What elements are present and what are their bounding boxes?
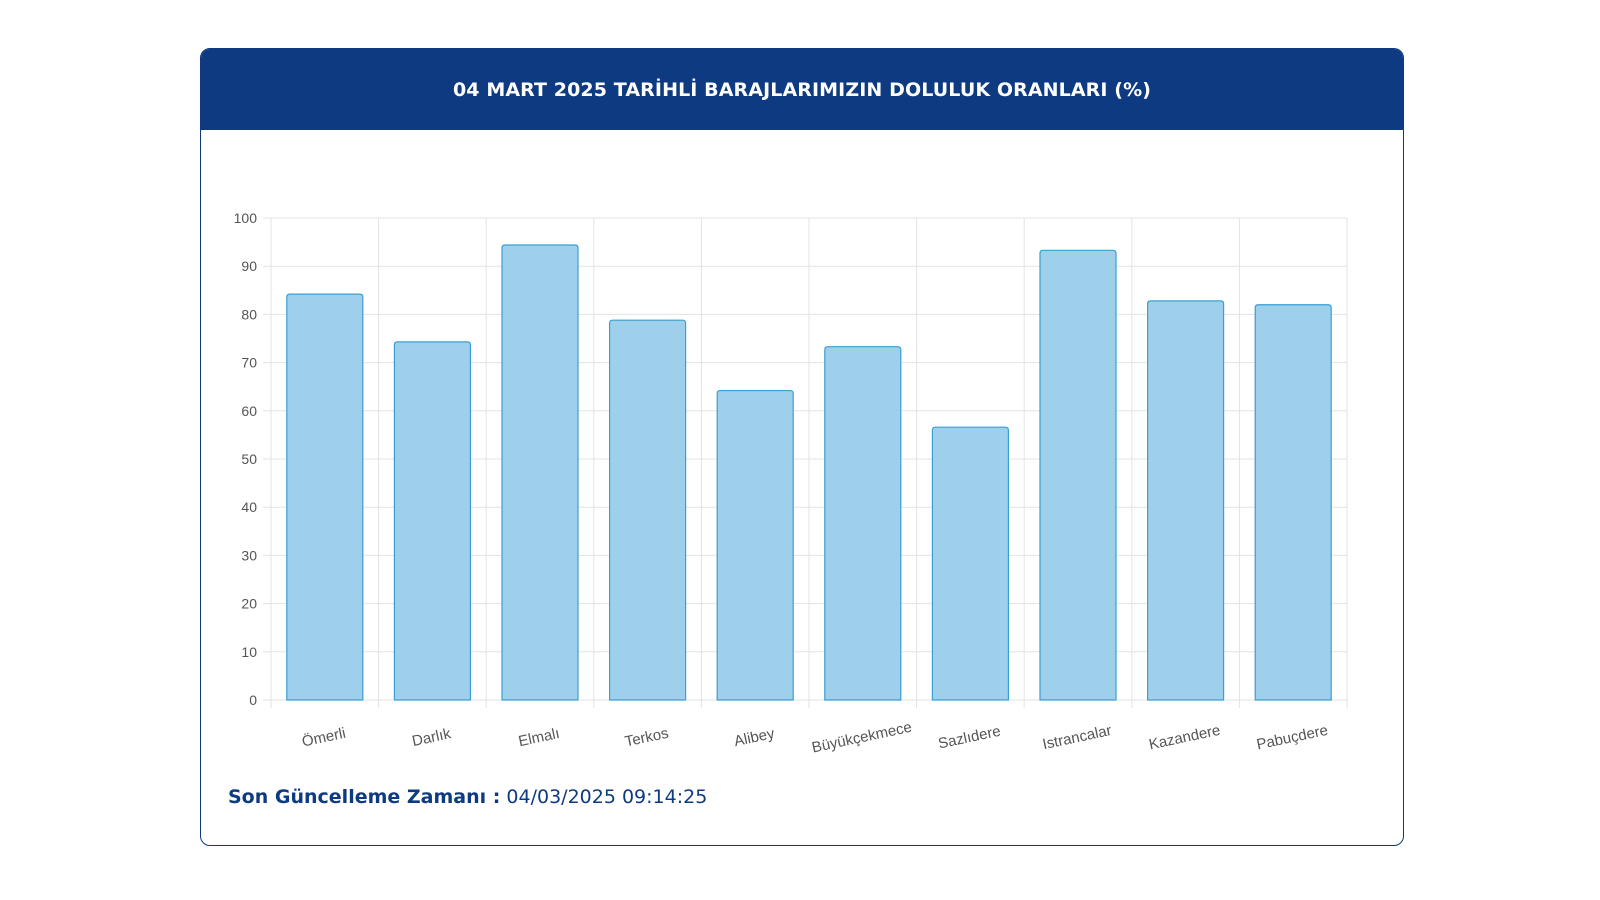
x-tick-label: Istrancalar (1041, 722, 1113, 753)
x-tick-label: Büyükçekmece (810, 719, 913, 757)
bar-chart: 0 10 20 30 40 50 60 70 80 90 100 Ömerli Darlık Elmalı… (234, 210, 1348, 757)
x-tick-label: Darlık (411, 725, 453, 750)
bar-sazlıdere (931, 426, 1009, 701)
bar-istrancalar (1039, 249, 1117, 701)
y-tick-label: 60 (241, 403, 257, 419)
y-tick-label: 30 (241, 547, 257, 563)
last-update-value: 04/03/2025 09:14:25 (506, 786, 708, 808)
x-tick-label: Ömerli (300, 724, 347, 751)
bar-ömerli (286, 293, 364, 701)
bar-darlık (393, 341, 471, 701)
y-tick-label: 50 (241, 451, 257, 467)
bar-kazandere (1147, 300, 1225, 701)
y-tick-label: 100 (234, 210, 258, 226)
x-tick-label: Sazlıdere (937, 723, 1003, 753)
x-tick-label: Alibey (733, 725, 777, 750)
x-tick-label: Elmalı (517, 725, 561, 750)
x-tick-label: Terkos (623, 725, 670, 751)
bar-alibey (716, 389, 794, 701)
bar-elmalı (501, 244, 579, 701)
bar-terkos (609, 319, 687, 701)
y-tick-label: 40 (241, 499, 257, 515)
x-tick-label: Kazandere (1147, 722, 1222, 754)
chart-title: 04 MART 2025 TARİHLİ BARAJLARIMIZIN DOLU… (201, 49, 1403, 130)
chart-area: 0 10 20 30 40 50 60 70 80 90 100 Ömerli Darlık Elmalı… (201, 130, 1403, 770)
y-tick-label: 90 (241, 258, 257, 274)
y-tick-label: 80 (241, 306, 257, 322)
y-tick-label: 20 (241, 596, 257, 612)
y-tick-label: 0 (249, 692, 257, 708)
last-update-label: Son Güncelleme Zamanı : (228, 786, 501, 808)
x-tick-label: Pabuçdere (1255, 722, 1330, 754)
bar-pabuçdere (1254, 304, 1332, 701)
last-update: Son Güncelleme Zamanı : 04/03/2025 09:14… (228, 786, 707, 808)
chart-card: 04 MART 2025 TARİHLİ BARAJLARIMIZIN DOLU… (200, 48, 1404, 846)
y-tick-label: 70 (241, 355, 257, 371)
y-tick-label: 10 (241, 644, 257, 660)
bar-büyükçekmece (824, 346, 902, 701)
